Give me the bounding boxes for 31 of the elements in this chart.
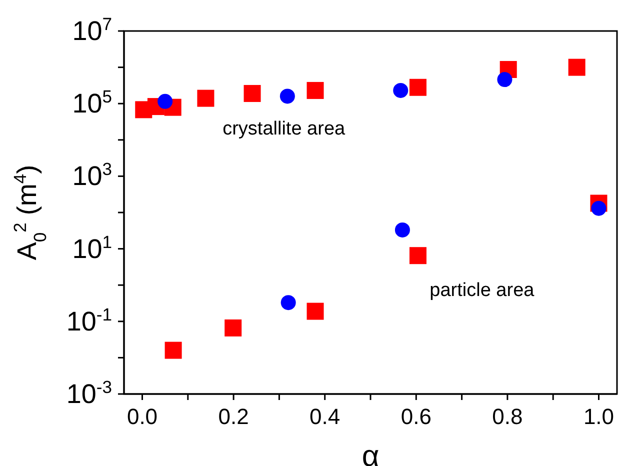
point (497, 72, 512, 88)
point (409, 78, 426, 96)
point (306, 82, 324, 99)
x-tick-label: 0.2 (218, 404, 249, 429)
point (280, 295, 296, 310)
x-tick-label: 1.0 (583, 404, 614, 429)
point (409, 247, 426, 264)
point (393, 82, 408, 98)
x-tick-label: 0.8 (492, 404, 523, 429)
y-tick-label: 10$^{1}$ (72, 232, 112, 264)
x-tick-label: 0.6 (400, 404, 432, 429)
x-tick-label: 0.0 (126, 404, 158, 429)
point (224, 319, 242, 336)
y-tick-label: 10$^{7}$ (72, 14, 112, 46)
y-tick-label: 10$^{-1}$ (66, 304, 112, 336)
point (591, 200, 606, 216)
annotation: crystallite area (222, 118, 346, 140)
annotation: particle area (430, 280, 535, 301)
point (306, 302, 324, 320)
point (158, 94, 173, 109)
point (164, 342, 182, 359)
y-tick-label: 10$^{-3}$ (66, 377, 112, 409)
point (394, 222, 410, 238)
x-tick-label: 0.4 (310, 404, 340, 429)
point (244, 84, 261, 102)
point (568, 58, 586, 76)
x-axis-title: α (362, 440, 380, 466)
point (197, 90, 214, 107)
y-tick-label: 10$^{5}$ (72, 86, 112, 119)
y-tick-label: 10$^{3}$ (72, 159, 112, 192)
point (280, 88, 295, 104)
